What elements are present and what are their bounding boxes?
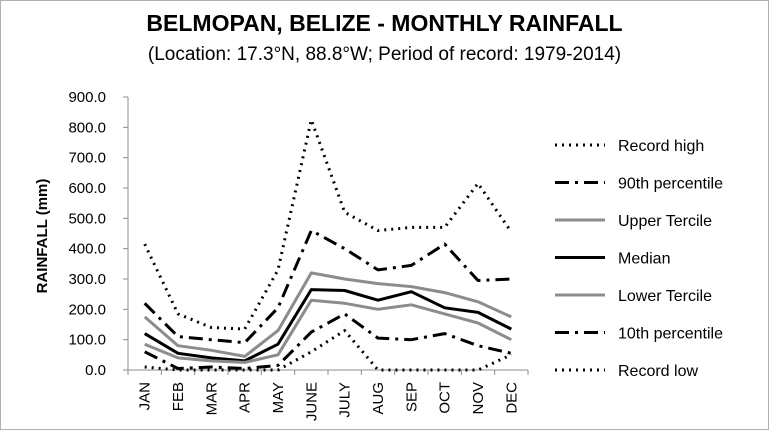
x-tick-label: JULY bbox=[337, 382, 354, 418]
series-line-90th-percentile bbox=[143, 229, 512, 345]
x-tick-label: MAY bbox=[270, 382, 287, 413]
x-tick-label: DEC bbox=[503, 382, 520, 414]
series-lines bbox=[143, 118, 513, 372]
chart-title: BELMOPAN, BELIZE - MONTHLY RAINFALL bbox=[146, 10, 623, 36]
x-axis-ticks: JAN FEB MAR APR MAY JUNE JULY AUG SEP OCT NOV DEC bbox=[127, 370, 529, 421]
x-tick-label: MAR bbox=[203, 382, 220, 416]
series-line-upper-tercile bbox=[143, 271, 512, 358]
chart-subtitle: (Location: 17.3°N, 88.8°W; Period of rec… bbox=[147, 44, 622, 65]
x-tick-label: JAN bbox=[137, 382, 154, 410]
x-tick-label: JUNE bbox=[303, 382, 320, 421]
series-line-lower-tercile bbox=[144, 298, 512, 364]
legend-label: Lower Tercile bbox=[618, 288, 712, 305]
legend-label: 90th percentile bbox=[618, 176, 723, 193]
y-tick-label: 100.0 bbox=[68, 332, 106, 349]
x-tick-label: AUG bbox=[370, 382, 387, 415]
x-tick-label: FEB bbox=[170, 382, 187, 411]
x-tick-label: OCT bbox=[437, 382, 454, 414]
legend-label: Median bbox=[618, 251, 670, 268]
legend-label: Record high bbox=[618, 138, 704, 155]
legend: Record high 90th percentile Upper Tercile M… bbox=[555, 138, 723, 380]
axes bbox=[127, 97, 528, 371]
y-tick-label: 700.0 bbox=[68, 150, 106, 167]
y-tick-label: 900.0 bbox=[68, 89, 106, 106]
y-tick-label: 400.0 bbox=[68, 241, 106, 258]
legend-label: Upper Tercile bbox=[618, 213, 712, 230]
series-line-record-low bbox=[144, 329, 512, 372]
x-tick-label: APR bbox=[237, 382, 254, 413]
series-line-record-high bbox=[143, 118, 513, 331]
y-tick-label: 300.0 bbox=[68, 271, 106, 288]
legend-label: 10th percentile bbox=[618, 326, 723, 343]
y-tick-label: 500.0 bbox=[68, 210, 106, 227]
y-tick-label: 200.0 bbox=[68, 301, 106, 318]
x-tick-label: SEP bbox=[403, 382, 420, 412]
y-axis-title: RAINFALL (mm) bbox=[34, 179, 51, 294]
y-tick-label: 800.0 bbox=[68, 119, 106, 136]
y-tick-label: 0.0 bbox=[85, 362, 106, 379]
series-line-10th-percentile bbox=[144, 312, 512, 370]
y-axis-ticks: 0.0 100.0 200.0 300.0 400.0 500.0 600.0 700.0 80… bbox=[68, 89, 128, 379]
x-tick-label: NOV bbox=[470, 382, 487, 415]
legend-label: Record low bbox=[618, 363, 698, 380]
y-tick-label: 600.0 bbox=[68, 180, 106, 197]
series-line-median bbox=[143, 288, 512, 363]
